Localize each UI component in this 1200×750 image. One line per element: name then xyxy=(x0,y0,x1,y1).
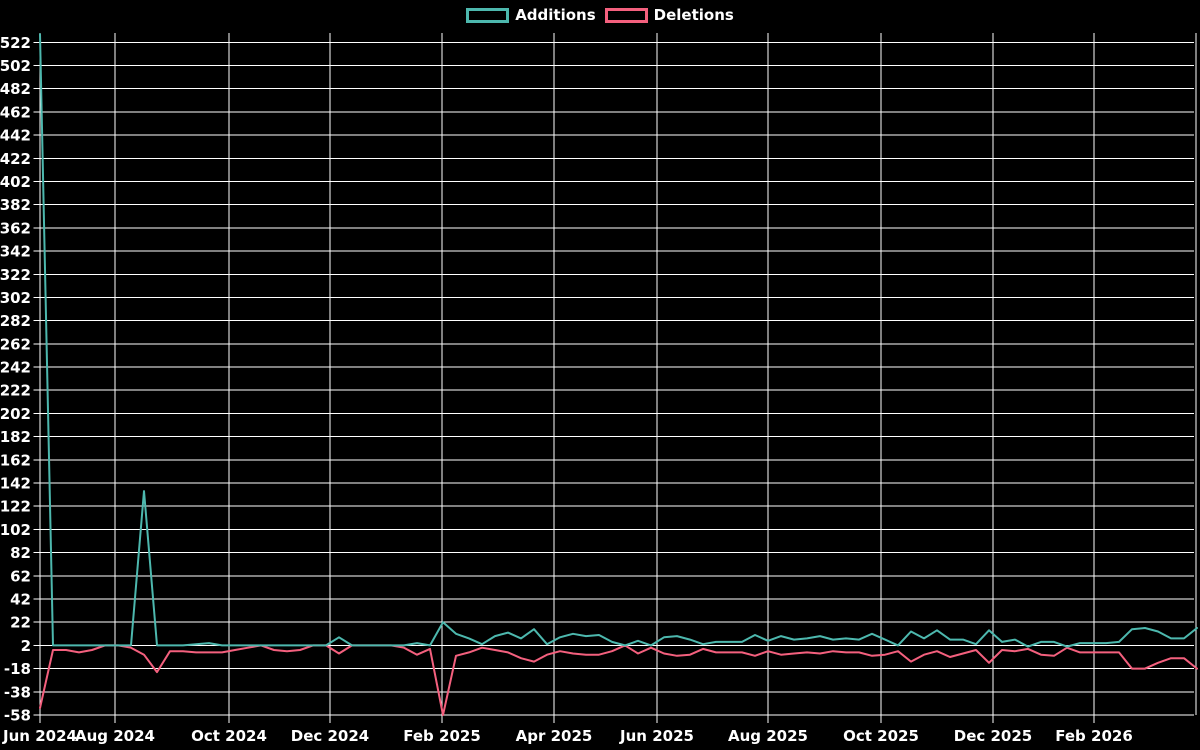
legend-label-deletions: Deletions xyxy=(653,6,734,24)
svg-text:222: 222 xyxy=(0,382,31,400)
svg-text:302: 302 xyxy=(0,289,31,307)
svg-text:Dec 2024: Dec 2024 xyxy=(291,727,370,745)
chart-legend: Additions Deletions xyxy=(0,7,1200,23)
additions-swatch xyxy=(466,7,510,23)
gridlines xyxy=(33,33,1197,723)
svg-text:Jun 2025: Jun 2025 xyxy=(619,727,694,745)
svg-text:-18: -18 xyxy=(4,660,31,678)
deletions-line xyxy=(39,644,1198,716)
svg-text:402: 402 xyxy=(0,173,31,191)
svg-text:Oct 2025: Oct 2025 xyxy=(843,727,919,745)
svg-text:Feb 2026: Feb 2026 xyxy=(1055,727,1133,745)
svg-text:362: 362 xyxy=(0,219,31,237)
svg-text:-58: -58 xyxy=(4,707,31,725)
svg-text:Dec 2025: Dec 2025 xyxy=(954,727,1033,745)
svg-text:182: 182 xyxy=(0,428,31,446)
svg-text:-38: -38 xyxy=(4,683,31,701)
svg-text:282: 282 xyxy=(0,312,31,330)
svg-text:142: 142 xyxy=(0,475,31,493)
svg-text:502: 502 xyxy=(0,57,31,75)
svg-text:262: 262 xyxy=(0,335,31,353)
y-axis-labels: 5225024824624424224023823623423223022822… xyxy=(0,34,31,725)
svg-text:462: 462 xyxy=(0,103,31,121)
svg-text:Feb 2025: Feb 2025 xyxy=(403,727,481,745)
svg-text:162: 162 xyxy=(0,451,31,469)
legend-item-additions[interactable]: Additions xyxy=(466,6,596,24)
svg-text:62: 62 xyxy=(10,567,31,585)
svg-text:102: 102 xyxy=(0,521,31,539)
svg-text:82: 82 xyxy=(10,544,31,562)
svg-text:42: 42 xyxy=(10,591,31,609)
svg-text:522: 522 xyxy=(0,34,31,52)
svg-text:Aug 2024: Aug 2024 xyxy=(75,727,155,745)
svg-text:382: 382 xyxy=(0,196,31,214)
svg-text:122: 122 xyxy=(0,498,31,516)
svg-text:422: 422 xyxy=(0,150,31,168)
svg-text:482: 482 xyxy=(0,80,31,98)
svg-text:Jun 2024: Jun 2024 xyxy=(2,727,77,745)
legend-label-additions: Additions xyxy=(515,6,596,24)
svg-text:22: 22 xyxy=(10,614,31,632)
svg-text:Oct 2024: Oct 2024 xyxy=(191,727,267,745)
svg-text:Aug 2025: Aug 2025 xyxy=(728,727,808,745)
svg-text:2: 2 xyxy=(21,637,31,655)
svg-text:322: 322 xyxy=(0,266,31,284)
svg-text:Apr 2025: Apr 2025 xyxy=(516,727,593,745)
svg-text:202: 202 xyxy=(0,405,31,423)
legend-item-deletions[interactable]: Deletions xyxy=(604,6,734,24)
svg-text:442: 442 xyxy=(0,127,31,145)
additions-line xyxy=(39,33,1198,648)
deletions-swatch xyxy=(604,7,648,23)
svg-text:342: 342 xyxy=(0,243,31,261)
svg-text:242: 242 xyxy=(0,359,31,377)
